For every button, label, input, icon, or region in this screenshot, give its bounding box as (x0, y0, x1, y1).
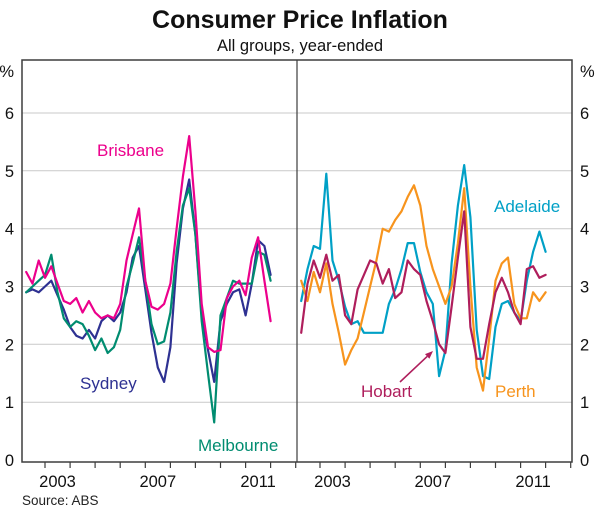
svg-text:2011: 2011 (515, 473, 550, 491)
svg-text:4: 4 (580, 221, 589, 239)
source-note: Source: ABS (22, 493, 99, 508)
svg-text:2007: 2007 (414, 473, 451, 491)
svg-text:1: 1 (580, 394, 589, 412)
svg-text:6: 6 (580, 105, 589, 123)
svg-text:2007: 2007 (139, 473, 176, 491)
svg-text:5: 5 (580, 163, 589, 181)
svg-text:Melbourne: Melbourne (198, 436, 278, 455)
svg-text:1: 1 (5, 394, 14, 412)
svg-text:Brisbane: Brisbane (97, 141, 164, 160)
svg-text:%: % (580, 63, 595, 81)
svg-text:6: 6 (5, 105, 14, 123)
svg-text:2003: 2003 (39, 473, 76, 491)
svg-text:0: 0 (5, 452, 14, 470)
svg-text:2: 2 (5, 336, 14, 354)
page-title: Consumer Price Inflation (152, 6, 448, 34)
svg-text:0: 0 (580, 452, 589, 470)
svg-text:2003: 2003 (314, 473, 351, 491)
svg-text:Adelaide: Adelaide (494, 197, 560, 216)
svg-text:3: 3 (580, 279, 589, 297)
svg-text:Sydney: Sydney (80, 374, 137, 393)
svg-text:5: 5 (5, 163, 14, 181)
svg-text:2: 2 (580, 336, 589, 354)
svg-text:3: 3 (5, 279, 14, 297)
svg-text:%: % (0, 63, 14, 81)
svg-text:Perth: Perth (495, 382, 536, 401)
svg-text:2011: 2011 (240, 473, 275, 491)
svg-text:Hobart: Hobart (361, 382, 412, 401)
page-subtitle: All groups, year-ended (216, 37, 383, 55)
svg-text:4: 4 (5, 221, 14, 239)
